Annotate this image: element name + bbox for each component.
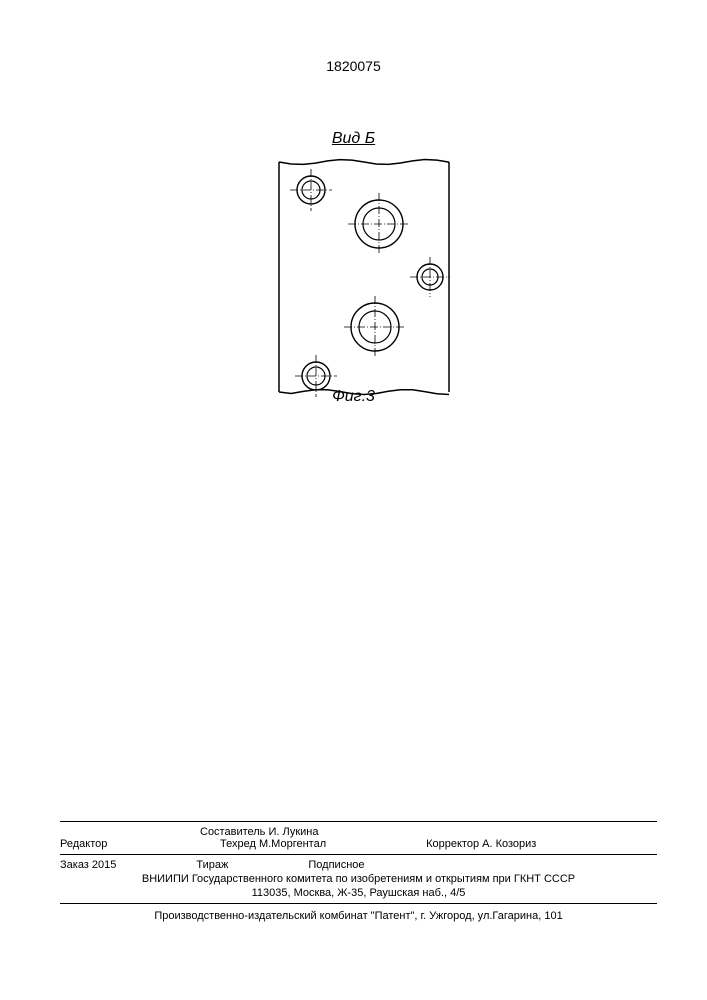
separator <box>60 903 657 904</box>
footer: Составитель И. Лукина Редактор Техред М.… <box>60 817 657 922</box>
credits-row: Редактор Техред М.Моргентал Корректор А.… <box>60 838 657 850</box>
subscription-label: Подписное <box>308 859 364 871</box>
tirage-label: Тираж <box>196 859 228 871</box>
composer-line: Составитель И. Лукина <box>60 826 657 838</box>
composer-name: И. Лукина <box>268 826 318 838</box>
corrector-label: Корректор <box>426 838 479 850</box>
address-line: 113035, Москва, Ж-35, Раушская наб., 4/5 <box>60 887 657 899</box>
view-label: Вид Б <box>254 130 454 148</box>
techred-label: Техред <box>220 838 256 850</box>
figure-container: Вид Б Фиг.3 <box>254 130 454 406</box>
techred-name: М.Моргентал <box>259 838 326 850</box>
editor-label: Редактор <box>60 838 120 850</box>
separator <box>60 854 657 855</box>
composer-label: Составитель <box>200 826 265 838</box>
institute-line: ВНИИПИ Государственного комитета по изоб… <box>60 873 657 885</box>
order-label: Заказ <box>60 859 89 871</box>
corrector-name: А. Козориз <box>482 838 536 850</box>
order-number: 2015 <box>92 859 116 871</box>
page-number: 1820075 <box>326 58 381 74</box>
print-line: Производственно-издательский комбинат "П… <box>60 910 657 922</box>
separator <box>60 821 657 822</box>
technical-diagram <box>269 152 439 382</box>
order-row: Заказ 2015 Тираж Подписное <box>60 859 657 871</box>
